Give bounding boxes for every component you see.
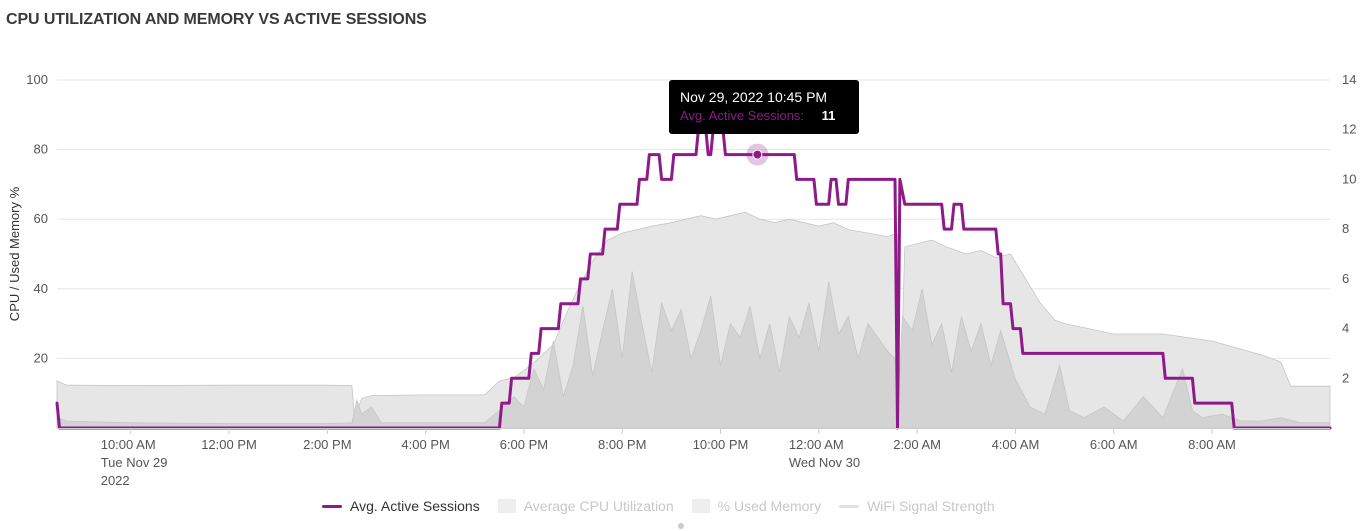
x-tick-label: 8:00 AM <box>1188 437 1236 452</box>
x-tick-label: 6:00 AM <box>1090 437 1138 452</box>
y2-tick-label: 4 <box>1342 321 1349 336</box>
legend-swatch <box>322 504 342 508</box>
tooltip: Nov 29, 2022 10:45 PM Avg. Active Sessio… <box>669 80 859 134</box>
area-series <box>56 211 1331 429</box>
legend-item-memory[interactable]: % Used Memory <box>691 498 822 514</box>
x-tick-label: 8:00 PM <box>598 437 646 452</box>
y2-tick-label: 8 <box>1342 221 1349 236</box>
legend-label: Avg. Active Sessions <box>350 498 480 514</box>
legend-item-active-sessions[interactable]: Avg. Active Sessions <box>322 498 480 514</box>
legend-swatch <box>839 504 860 508</box>
legend: Avg. Active Sessions Average CPU Utiliza… <box>322 497 1013 515</box>
x-axis: 10:00 AM Tue Nov 29 2022 12:00 PM 2:00 PM 4:0… <box>57 428 1330 488</box>
tooltip-date: Nov 29, 2022 10:45 PM <box>680 89 828 105</box>
legend-item-wifi[interactable]: WiFi Signal Strength <box>839 498 995 514</box>
x-tick-sublabel: 2022 <box>101 473 130 488</box>
y-tick-label: 60 <box>34 211 48 226</box>
y-tick-label: 100 <box>26 72 48 87</box>
line-series <box>55 128 1332 430</box>
tooltip-value: 11 <box>821 108 836 123</box>
x-tick-label: 10:00 PM <box>693 437 749 452</box>
x-tick-label: 2:00 AM <box>893 437 941 452</box>
chart-title: CPU UTILIZATION AND MEMORY VS ACTIVE SES… <box>6 11 427 28</box>
line-active-sessions <box>55 128 1332 430</box>
scroll-indicator[interactable] <box>678 523 684 529</box>
y-tick-label: 40 <box>34 281 48 296</box>
x-tick-label: 6:00 PM <box>500 437 548 452</box>
area-average-cpu-utilization <box>56 271 1331 429</box>
legend-label: WiFi Signal Strength <box>867 498 995 514</box>
y-tick-label: 80 <box>34 142 48 157</box>
legend-label: % Used Memory <box>717 498 822 514</box>
highlight-point[interactable] <box>752 149 763 160</box>
legend-swatch <box>691 499 710 513</box>
tooltip-label: Avg. Active Sessions: <box>680 108 805 123</box>
x-tick-sublabel: Tue Nov 29 <box>101 455 168 470</box>
highlight-marker[interactable] <box>746 143 769 166</box>
y-axis-title: CPU / Used Memory % <box>7 186 22 321</box>
y-axis-right: 2 4 6 8 10 12 14 <box>1342 72 1356 385</box>
x-tick-label: 10:00 AM <box>101 437 156 452</box>
legend-item-cpu[interactable]: Average CPU Utilization <box>497 498 674 514</box>
x-tick-label: 4:00 AM <box>992 437 1040 452</box>
y2-tick-label: 14 <box>1342 72 1356 87</box>
legend-swatch <box>497 499 516 513</box>
x-tick-label: 4:00 PM <box>401 437 449 452</box>
y-tick-label: 20 <box>34 350 48 365</box>
y2-tick-label: 12 <box>1342 122 1356 137</box>
y2-tick-label: 10 <box>1342 171 1356 186</box>
y2-tick-label: 6 <box>1342 271 1349 286</box>
x-tick-label: 12:00 AM <box>789 437 844 452</box>
x-tick-label: 12:00 PM <box>201 437 257 452</box>
x-tick-label: 2:00 PM <box>303 437 351 452</box>
x-tick-sublabel: Wed Nov 30 <box>789 455 860 470</box>
legend-label: Average CPU Utilization <box>523 498 674 514</box>
y2-tick-label: 2 <box>1342 370 1349 385</box>
y-axis-left: 20 40 60 80 100 CPU / Used Memory % <box>7 72 48 365</box>
